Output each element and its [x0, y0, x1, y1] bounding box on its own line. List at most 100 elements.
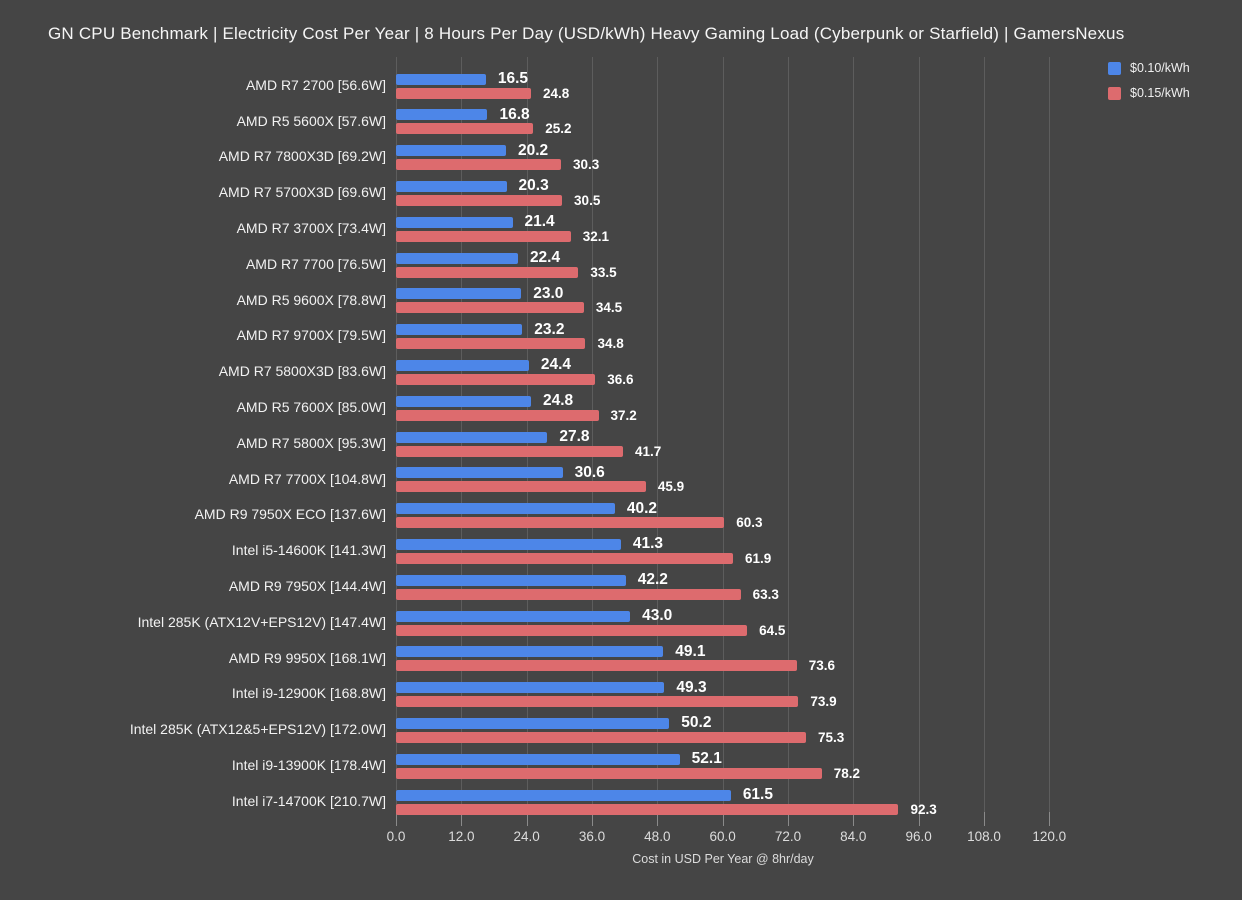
x-tick-label: 48.0	[644, 829, 671, 844]
bar-red	[396, 123, 534, 135]
x-tick-label: 36.0	[578, 829, 606, 844]
bar-red	[396, 481, 646, 493]
bar-value-label: 92.3	[910, 801, 937, 817]
bar-value-label: 45.9	[657, 479, 685, 495]
category-label: Intel 285K (ATX12&5+EPS12V) [172.0W]	[129, 721, 386, 738]
bar-red	[396, 338, 586, 350]
bar-blue	[396, 252, 518, 264]
bar-blue	[396, 324, 523, 336]
gridline	[983, 57, 985, 812]
category-label: Intel 285K (ATX12V+EPS12V) [147.4W]	[137, 613, 386, 630]
x-tick-label: 120.0	[1032, 829, 1067, 844]
bar-red	[396, 803, 899, 815]
axis-tick	[396, 812, 397, 826]
category-label: Intel i7-14700K [210.7W]	[231, 792, 386, 809]
bar-value-label: 63.3	[752, 586, 779, 602]
legend-swatch-icon	[1108, 61, 1121, 75]
bar-value-label: 20.3	[518, 177, 549, 195]
x-axis-title: Cost in USD Per Year @ 8hr/day	[632, 852, 814, 866]
category-label: AMD R7 5800X3D [83.6W]	[218, 363, 386, 380]
gridline	[853, 57, 855, 812]
bar-red	[396, 302, 584, 314]
bar-blue	[396, 216, 513, 228]
category-label: AMD R7 5800X [95.3W]	[236, 434, 386, 451]
category-label: AMD R7 5700X3D [69.6W]	[218, 184, 386, 201]
legend-swatch-icon	[1108, 86, 1121, 100]
bar-value-label: 40.2	[626, 499, 658, 517]
bar-blue	[396, 180, 507, 192]
bar-blue	[396, 610, 631, 622]
legend-label: $0.10/kWh	[1130, 61, 1190, 75]
axis-tick	[1049, 812, 1051, 826]
bar-value-label: 16.8	[499, 105, 530, 123]
gridline	[1049, 57, 1051, 812]
x-tick-label: 84.0	[840, 829, 867, 844]
bar-red	[396, 445, 624, 457]
legend: $0.10/kWh $0.15/kWh	[1108, 61, 1190, 111]
bar-value-label: 34.8	[597, 336, 624, 352]
x-tick-label: 0.0	[386, 829, 406, 844]
bar-value-label: 16.5	[497, 70, 528, 87]
bar-red	[396, 87, 531, 99]
bar-value-label: 27.8	[559, 428, 590, 445]
bar-value-label: 36.6	[607, 371, 634, 387]
bar-red	[396, 409, 599, 421]
bar-value-label: 23.2	[534, 320, 565, 338]
bar-value-label: 20.2	[517, 141, 549, 159]
bar-blue	[396, 395, 531, 407]
bar-value-label: 61.9	[744, 550, 772, 566]
bar-blue	[396, 789, 731, 801]
bar-value-label: 43.0	[642, 607, 673, 624]
bar-red	[396, 660, 797, 672]
bar-value-label: 33.5	[590, 264, 617, 280]
bar-red	[396, 588, 741, 600]
bar-value-label: 75.3	[817, 729, 845, 745]
bar-red	[396, 767, 822, 779]
axis-tick	[722, 812, 724, 826]
bar-value-label: 49.1	[675, 642, 706, 660]
gridline	[787, 57, 789, 812]
bar-blue	[396, 646, 664, 658]
bar-value-label: 73.6	[808, 658, 835, 674]
bar-blue	[396, 431, 548, 443]
x-tick-label: 72.0	[774, 829, 802, 844]
bar-value-label: 21.4	[524, 213, 555, 231]
category-label: AMD R9 7950X [144.4W]	[228, 578, 386, 595]
bar-value-label: 60.3	[736, 515, 763, 531]
bar-blue	[396, 717, 670, 729]
category-label: Intel i9-13900K [178.4W]	[231, 757, 386, 774]
bar-value-label: 37.2	[610, 407, 637, 423]
bar-red	[396, 731, 806, 743]
x-tick-label: 96.0	[905, 829, 932, 844]
bar-red	[396, 517, 725, 529]
bar-blue	[396, 574, 626, 586]
bar-value-label: 32.1	[582, 228, 610, 244]
bar-blue	[396, 538, 621, 550]
legend-item: $0.10/kWh	[1108, 61, 1190, 75]
bar-value-label: 23.0	[533, 284, 564, 302]
bar-value-label: 24.8	[543, 85, 570, 101]
axis-tick	[461, 812, 463, 826]
bar-value-label: 50.2	[681, 714, 712, 732]
bar-value-label: 52.1	[691, 750, 722, 768]
bar-blue	[396, 145, 506, 157]
bar-value-label: 73.9	[810, 694, 837, 710]
category-label: Intel i9-12900K [168.8W]	[231, 685, 386, 702]
category-label: AMD R7 2700 [56.6W]	[245, 76, 386, 93]
gridline	[591, 57, 593, 812]
bar-value-label: 61.5	[742, 786, 773, 803]
bar-value-label: 41.7	[635, 443, 662, 459]
bar-blue	[396, 503, 615, 515]
bar-value-label: 25.2	[545, 121, 572, 137]
bar-red	[396, 373, 596, 385]
category-label: AMD R7 7800X3D [69.2W]	[218, 148, 386, 165]
bar-blue	[396, 682, 665, 694]
x-tick-label: 60.0	[709, 829, 736, 844]
axis-tick	[918, 812, 920, 826]
bar-blue	[396, 467, 563, 479]
axis-tick	[526, 812, 528, 826]
bar-red	[396, 624, 748, 636]
category-label: AMD R7 7700 [76.5W]	[245, 255, 386, 272]
